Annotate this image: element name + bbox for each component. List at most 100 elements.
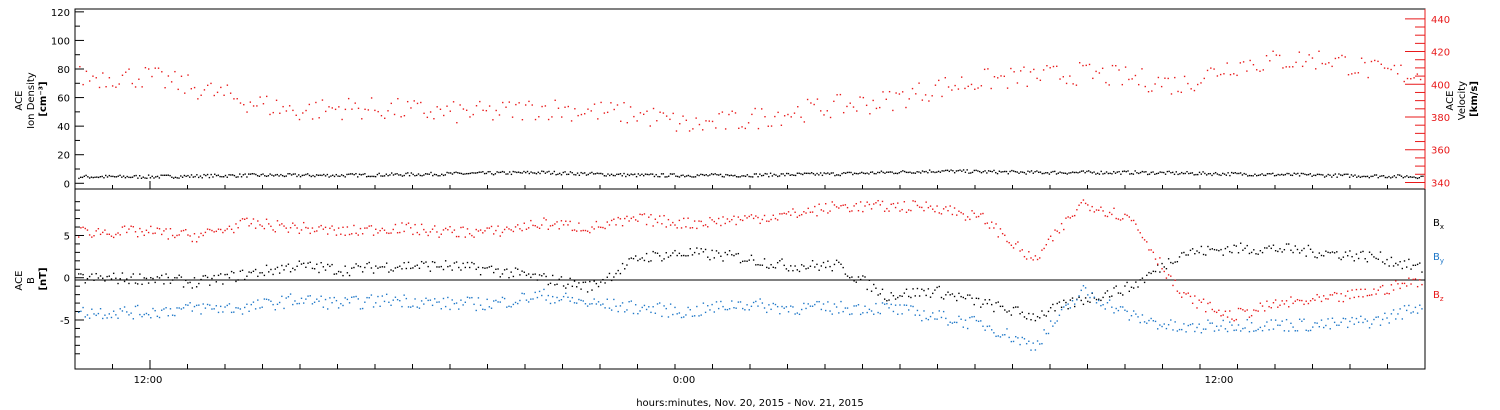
bz-point [650, 214, 652, 216]
by-point [1211, 322, 1213, 324]
bx-point [1375, 257, 1377, 260]
by-point [897, 313, 899, 315]
by-point [475, 309, 477, 312]
bz-point [407, 222, 410, 224]
bx-point [1399, 261, 1401, 263]
bz-point [582, 229, 584, 232]
bz-point [388, 232, 390, 235]
velocity-point [331, 107, 333, 109]
bz-point [665, 226, 667, 228]
velocity-point [1374, 59, 1376, 62]
by-point [886, 302, 888, 305]
bx-point [779, 260, 781, 262]
bx-point [1104, 292, 1106, 294]
density-point [196, 174, 198, 176]
by-point [962, 326, 965, 328]
density-point [1109, 172, 1111, 175]
bz-point [875, 202, 877, 204]
bx-point [189, 281, 191, 284]
density-point [1298, 175, 1301, 177]
bz-point [790, 214, 792, 216]
bz-point [1408, 277, 1410, 279]
bx-point [1264, 247, 1266, 249]
velocity-point [695, 117, 697, 119]
bz-point [1191, 302, 1194, 305]
density-point [197, 176, 200, 179]
by-point [1397, 313, 1399, 315]
by-point [779, 313, 781, 315]
bz-point [755, 215, 757, 217]
density-point [734, 174, 736, 177]
by-point [1336, 324, 1338, 326]
bx-point [359, 265, 362, 268]
velocity-point [967, 85, 969, 88]
velocity-point [633, 115, 635, 118]
bz-point [774, 217, 777, 220]
density-point [544, 172, 547, 174]
bz-point [910, 209, 912, 212]
velocity-point [1331, 65, 1333, 68]
bz-point [645, 223, 648, 226]
by-point [571, 296, 574, 299]
by-point [1181, 328, 1183, 331]
velocity-point [170, 81, 173, 83]
bx-point [1167, 258, 1170, 260]
velocity-point [1016, 82, 1019, 84]
bz-point [1156, 263, 1159, 265]
density-point [251, 173, 253, 175]
density-point [821, 174, 824, 177]
bx-point [1089, 301, 1091, 303]
bx-point [368, 261, 370, 264]
bx-point [739, 261, 742, 264]
velocity-point [682, 115, 684, 117]
density-point [1120, 173, 1122, 175]
density-point [185, 175, 187, 178]
bz-point [1028, 251, 1030, 253]
bz-point [462, 226, 464, 228]
bx-point [1296, 248, 1299, 251]
bz-point [1076, 209, 1078, 211]
velocity-point [1042, 69, 1045, 71]
velocity-point [1315, 68, 1317, 70]
bx-point [431, 261, 434, 263]
density-point [1136, 172, 1138, 174]
velocity-point [203, 89, 206, 91]
velocity-point [223, 94, 225, 96]
density-point [741, 175, 743, 177]
density-point [682, 174, 684, 176]
velocity-point [1046, 65, 1048, 67]
density-point [775, 174, 777, 176]
bx-point [1052, 303, 1054, 306]
density-point [911, 172, 913, 174]
by-point [97, 312, 100, 315]
bx-point [1146, 274, 1148, 277]
density-point [464, 173, 466, 175]
bz-point [1351, 289, 1353, 291]
bx-point [187, 282, 189, 284]
bx-point [641, 257, 643, 259]
bz-point [1224, 310, 1227, 313]
by-point [993, 332, 995, 334]
density-point [732, 175, 734, 177]
bx-point [423, 262, 425, 264]
density-point [1177, 173, 1179, 176]
velocity-point [1226, 62, 1228, 64]
velocity-point [295, 114, 297, 117]
by-point [468, 297, 471, 299]
velocity-point [652, 107, 655, 110]
by-point [707, 305, 709, 307]
bz-point [624, 217, 626, 220]
bx-point [278, 272, 281, 274]
bz-point [1403, 282, 1406, 285]
by-point [1032, 342, 1034, 344]
by-point [1178, 328, 1181, 331]
density-point [932, 171, 934, 173]
bz-point [1108, 211, 1111, 214]
density-point [237, 176, 239, 178]
by-point [918, 314, 921, 316]
velocity-point [567, 105, 570, 108]
by-point [1067, 303, 1069, 305]
velocity-point [964, 87, 966, 90]
bx-point [960, 295, 962, 298]
density-point [478, 171, 480, 173]
